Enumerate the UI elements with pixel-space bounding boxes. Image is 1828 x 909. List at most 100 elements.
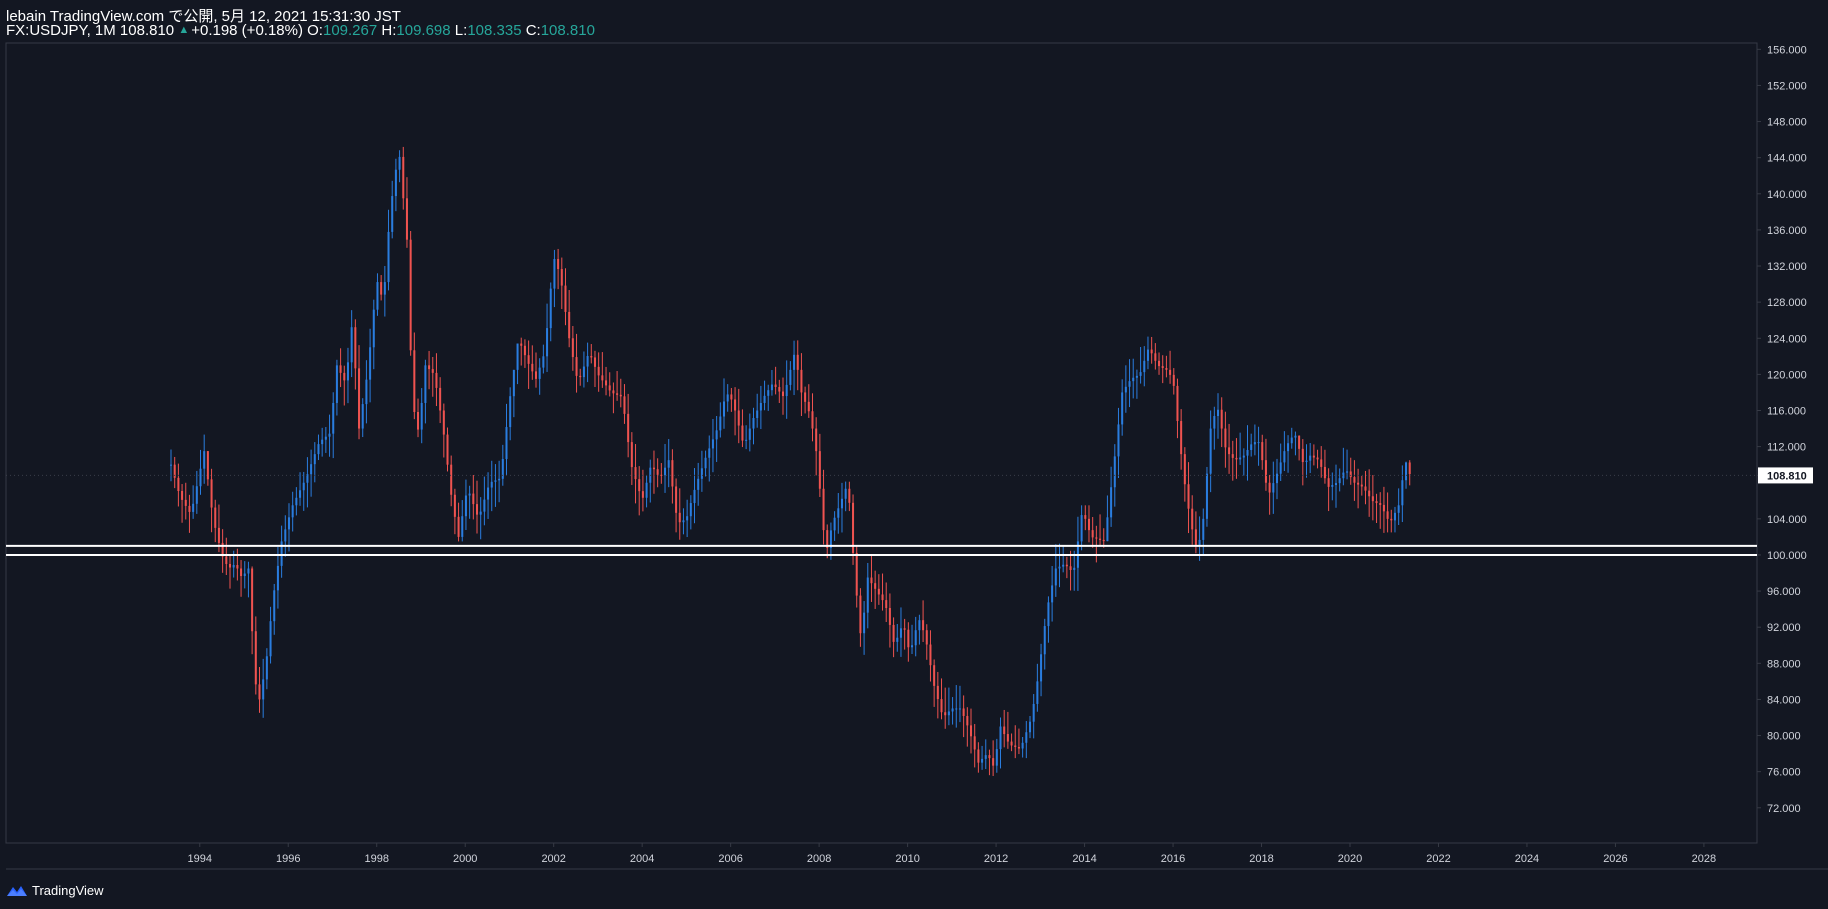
candle-body xyxy=(1102,539,1105,542)
close-label: C: xyxy=(525,22,541,39)
candle-body xyxy=(977,749,980,763)
candle-body xyxy=(759,402,762,411)
candle-body xyxy=(1312,455,1315,458)
candle-body xyxy=(807,401,810,412)
candle-body xyxy=(287,517,290,530)
candle-body xyxy=(479,511,482,515)
candle-body xyxy=(1360,484,1363,487)
candle-body xyxy=(656,469,659,475)
candle-body xyxy=(1117,424,1120,457)
candle-body xyxy=(310,464,313,475)
candle-body xyxy=(1028,721,1032,733)
candle-body xyxy=(1202,518,1205,540)
candle-body xyxy=(365,379,368,405)
candle-body xyxy=(361,404,364,429)
candle-body xyxy=(852,502,855,553)
candle-body xyxy=(280,541,283,566)
candle-body xyxy=(442,410,445,435)
brand-label: TradingView xyxy=(32,883,104,898)
candle-body xyxy=(1139,372,1142,376)
candle-body xyxy=(789,369,792,385)
candle-body xyxy=(1320,459,1323,467)
x-axis-tick-label: 2008 xyxy=(807,853,831,865)
candle-body xyxy=(505,427,508,460)
candle-body xyxy=(391,196,394,232)
candle-body xyxy=(811,411,814,429)
candle-body xyxy=(774,384,777,388)
candle-body xyxy=(405,198,408,240)
candle-body xyxy=(424,365,427,403)
candle-body xyxy=(206,451,209,480)
candle-body xyxy=(822,488,825,531)
candle-body xyxy=(195,486,198,504)
candle-body xyxy=(1305,460,1308,463)
x-axis-tick-label: 2020 xyxy=(1338,853,1362,865)
candle-body xyxy=(269,621,272,657)
candle-body xyxy=(837,508,840,518)
candle-body xyxy=(1346,471,1349,473)
candle-body xyxy=(778,387,781,392)
candle-body xyxy=(1242,455,1245,458)
candle-body xyxy=(1036,681,1039,704)
x-axis-tick-label: 2024 xyxy=(1515,853,1539,865)
candle-body xyxy=(346,362,349,381)
open-label: O: xyxy=(307,22,323,39)
candle-body xyxy=(1043,626,1046,655)
candle-body xyxy=(468,493,471,496)
candle-body xyxy=(398,156,401,170)
candle-body xyxy=(214,507,217,528)
candle-body xyxy=(188,505,191,512)
x-axis-tick-label: 2028 xyxy=(1692,853,1716,865)
candle-body xyxy=(1327,478,1330,487)
candle-body xyxy=(863,612,866,634)
candle-body xyxy=(475,504,479,515)
candle-body xyxy=(258,684,261,700)
up-triangle-icon: ▲ xyxy=(178,24,190,36)
candle-body xyxy=(428,365,431,370)
candle-body xyxy=(833,517,836,531)
candle-body xyxy=(1187,484,1190,509)
candle-body xyxy=(313,454,316,465)
candle-body xyxy=(284,529,287,542)
candle-body xyxy=(667,460,670,468)
candle-body xyxy=(914,630,917,646)
candle-body xyxy=(1371,496,1374,502)
candle-body xyxy=(1382,504,1385,512)
candles xyxy=(169,146,1411,776)
candle-body xyxy=(450,464,453,495)
candle-body xyxy=(634,467,637,480)
candle-body xyxy=(829,530,832,548)
candle-body xyxy=(564,285,567,312)
candle-body xyxy=(770,384,773,391)
candle-body xyxy=(1217,409,1220,417)
candle-body xyxy=(520,343,523,346)
candle-body xyxy=(737,410,740,426)
candle-body xyxy=(947,711,950,716)
candle-body xyxy=(641,491,644,498)
candle-body xyxy=(169,464,173,466)
candle-body xyxy=(472,493,475,505)
candle-body xyxy=(1121,392,1124,425)
candle-body xyxy=(1113,456,1116,488)
candle-body xyxy=(221,542,224,557)
candle-body xyxy=(686,516,689,521)
candle-body xyxy=(1298,435,1301,449)
candle-body xyxy=(1194,529,1197,545)
candle-body xyxy=(586,356,589,367)
candle-body xyxy=(741,425,744,441)
candle-body xyxy=(262,679,265,700)
x-axis-tick-label: 2000 xyxy=(453,853,477,865)
candle-body xyxy=(490,481,493,488)
candle-body xyxy=(936,685,939,700)
symbol-label: FX:USDJPY, 1M 108.810 xyxy=(6,22,175,39)
candle-body xyxy=(844,488,847,499)
candle-body xyxy=(582,366,585,378)
candle-body xyxy=(984,755,987,759)
candle-body xyxy=(800,369,803,393)
tradingview-brand[interactable]: TradingView xyxy=(6,883,104,898)
candle-body xyxy=(446,434,449,465)
candle-body xyxy=(804,392,807,402)
candle-body xyxy=(1309,455,1312,461)
candle-body xyxy=(321,439,324,445)
